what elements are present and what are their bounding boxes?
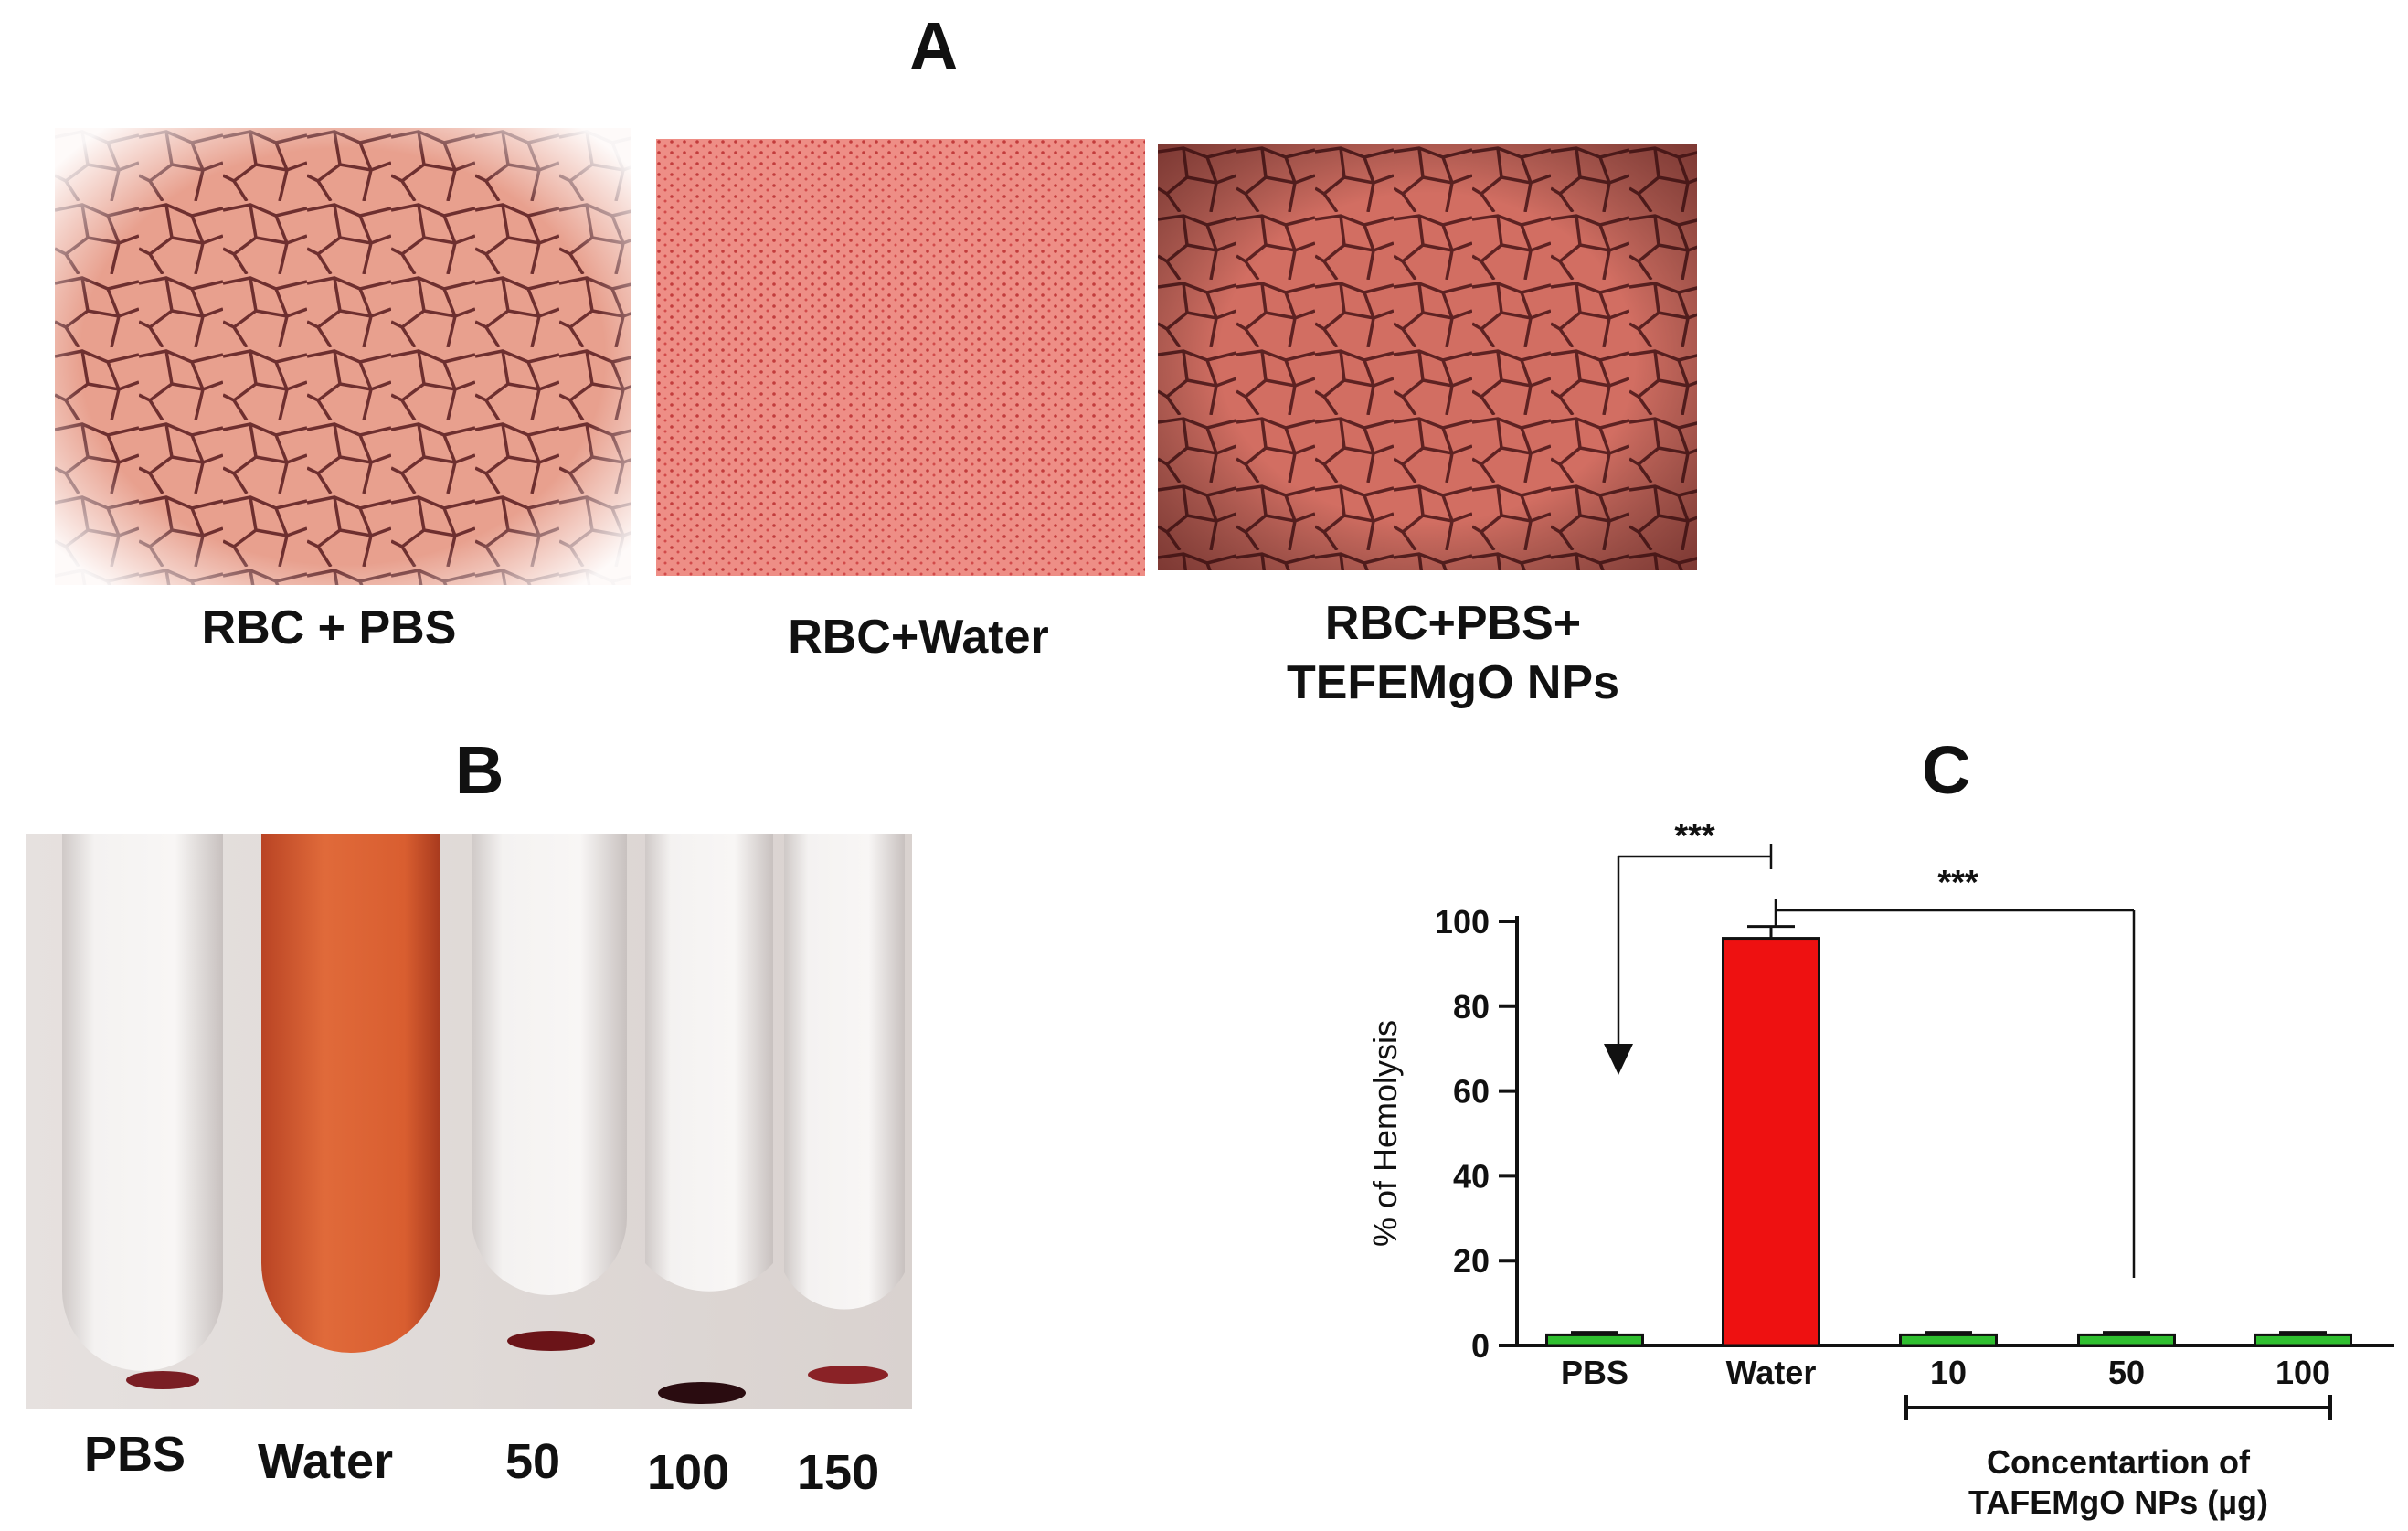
tube-label-pbs: PBS xyxy=(84,1427,186,1482)
y-tick-label: 100 xyxy=(1435,903,1490,941)
bar-water xyxy=(1722,937,1820,1347)
bar-50 xyxy=(2077,1333,2176,1347)
bar-100 xyxy=(2254,1333,2352,1347)
y-tick-label: 20 xyxy=(1453,1242,1490,1280)
y-axis-label: % of Hemolysis xyxy=(1366,1020,1404,1247)
panel-letter-a: A xyxy=(909,8,959,84)
panel-letter-c: C xyxy=(1922,732,1971,808)
caption-rbc-pbs: RBC + PBS xyxy=(201,601,457,654)
y-tick-label: 80 xyxy=(1453,988,1490,1026)
y-tick-label: 60 xyxy=(1453,1073,1490,1111)
tube-label-100: 100 xyxy=(647,1445,730,1500)
micrograph-rbc-pbs-nps xyxy=(1158,144,1697,570)
caption-rbc-water: RBC+Water xyxy=(788,611,1049,664)
x-tick-label: Water xyxy=(1726,1354,1817,1391)
group-label: Concentartion of TAFEMgO NPs (µg) xyxy=(1968,1443,2268,1521)
x-tick-label: 10 xyxy=(1930,1354,1967,1391)
sig-stars-1: *** xyxy=(1674,817,1715,856)
tube-label-water: Water xyxy=(258,1434,394,1489)
x-tick-label: 50 xyxy=(2108,1354,2145,1391)
y-tick-label: 0 xyxy=(1471,1327,1490,1365)
micrograph-rbc-water xyxy=(656,139,1145,576)
bar-pbs xyxy=(1545,1333,1644,1347)
x-tick-label: PBS xyxy=(1561,1354,1628,1391)
tube-label-50: 50 xyxy=(505,1434,561,1489)
caption-rbc-pbs-nps: RBC+PBS+ TEFEMgO NPs xyxy=(1286,597,1620,709)
tube-label-150: 150 xyxy=(797,1445,880,1500)
sig-stars-2: *** xyxy=(1937,864,1978,902)
panel-letter-b: B xyxy=(455,732,504,808)
bar-10 xyxy=(1899,1333,1998,1347)
y-tick-label: 40 xyxy=(1453,1157,1490,1195)
x-tick-label: 100 xyxy=(2275,1354,2330,1391)
micrograph-rbc-pbs xyxy=(55,128,631,585)
sig-arrowhead-1 xyxy=(1604,1044,1633,1075)
tubes-photo xyxy=(26,834,912,1409)
